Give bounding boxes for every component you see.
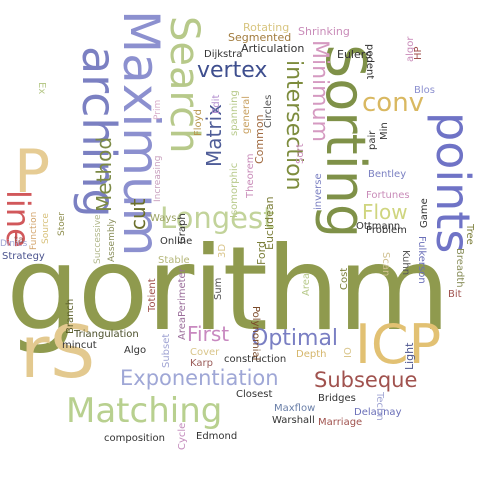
cloud-word: Floyd bbox=[193, 109, 204, 136]
cloud-word: 3D bbox=[217, 243, 228, 258]
cloud-word: ta bbox=[14, 235, 25, 246]
cloud-word: Breadth bbox=[454, 248, 465, 288]
cloud-word: Closest bbox=[236, 389, 273, 400]
cloud-word: composition bbox=[104, 433, 165, 444]
cloud-word: Cost bbox=[339, 267, 350, 290]
cloud-word: Longest bbox=[160, 201, 275, 235]
cloud-word: Edit bbox=[211, 94, 222, 114]
cloud-word: Optimal bbox=[251, 326, 339, 351]
cloud-word: Articulation bbox=[241, 42, 305, 55]
cloud-word: Area bbox=[301, 272, 312, 296]
cloud-word: Rotating bbox=[243, 21, 290, 34]
cloud-word: ICP bbox=[355, 313, 442, 376]
cloud-word: Stable bbox=[158, 255, 190, 266]
cloud-word: Subseque bbox=[314, 368, 418, 392]
cloud-word: Depth bbox=[296, 349, 327, 360]
cloud-word: Shrinking bbox=[298, 25, 350, 38]
cloud-word: P bbox=[14, 137, 51, 207]
cloud-word: Online bbox=[160, 236, 193, 247]
cloud-word: Scan bbox=[380, 252, 391, 277]
cloud-word: Triangulation bbox=[74, 329, 139, 340]
cloud-word: Stoer bbox=[57, 212, 67, 236]
cloud-word: vertex bbox=[197, 58, 268, 83]
cloud-word: conv bbox=[362, 88, 425, 118]
cloud-word: Segmented bbox=[228, 31, 292, 44]
cloud-word: Fulkerson bbox=[416, 236, 427, 284]
cloud-word: Successive bbox=[93, 214, 103, 264]
cloud-word: Marriage bbox=[318, 417, 363, 428]
cloud-word: Bentley bbox=[368, 169, 407, 180]
cloud-word: Increasing bbox=[153, 155, 163, 202]
cloud-word: Cover bbox=[190, 347, 220, 358]
cloud-word: Ex bbox=[36, 82, 47, 95]
cloud-word: Game bbox=[419, 198, 430, 228]
cloud-word: Ford bbox=[255, 241, 268, 265]
cloud-word: First bbox=[187, 322, 230, 346]
cloud-word: Ways bbox=[150, 213, 177, 224]
cloud-word: Method bbox=[92, 136, 116, 212]
cloud-word: Polynomial bbox=[250, 306, 261, 361]
cloud-word: Bridges bbox=[318, 393, 356, 404]
cloud-word: Warshall bbox=[272, 415, 315, 426]
cloud-word: Matching bbox=[66, 391, 223, 431]
cloud-word: gorithm bbox=[6, 222, 451, 357]
cloud-word: construction bbox=[224, 354, 287, 365]
cloud-word: Delaunay bbox=[354, 407, 402, 418]
cloud-word: spanning bbox=[229, 90, 240, 136]
cloud-word: Theorem bbox=[245, 153, 256, 198]
cloud-word: inverse bbox=[313, 173, 324, 210]
cloud-word: Sort bbox=[295, 143, 306, 165]
cloud-word: Prim bbox=[153, 99, 163, 120]
cloud-word: Strategy bbox=[2, 251, 45, 262]
cloud-word: general bbox=[241, 95, 252, 134]
cloud-word: Assembly bbox=[107, 218, 117, 262]
cloud-word: Isomorphic bbox=[229, 162, 240, 218]
cloud-word: Exponentiation bbox=[120, 366, 279, 390]
cloud-word: pair bbox=[367, 130, 378, 150]
cloud-word: Dijkstra bbox=[204, 49, 243, 60]
cloud-word: Karp bbox=[190, 358, 213, 369]
cloud-word: Blos bbox=[414, 85, 435, 96]
cloud-word: Maxflow bbox=[274, 403, 316, 414]
cloud-word: cut bbox=[126, 198, 150, 230]
cloud-word: Edmond bbox=[196, 431, 238, 442]
cloud-word: IO bbox=[343, 347, 354, 358]
cloud-word: Dinics bbox=[0, 239, 28, 249]
cloud-word: pedent bbox=[364, 44, 375, 80]
cloud-word: Graph bbox=[177, 213, 188, 244]
cloud-word: Tree bbox=[464, 224, 475, 245]
cloud-word: Bit bbox=[448, 289, 462, 300]
cloud-word: HP bbox=[413, 46, 424, 60]
cloud-word: Minimum bbox=[307, 40, 332, 142]
cloud-word: Ottmann bbox=[356, 221, 401, 232]
cloud-word: intersection bbox=[281, 60, 306, 191]
cloud-word: Kuhn bbox=[400, 250, 411, 276]
cloud-word: Light bbox=[403, 342, 416, 370]
cloud-word: rS bbox=[20, 310, 96, 394]
cloud-word: Source bbox=[41, 213, 51, 244]
cloud-word: Min bbox=[379, 122, 390, 140]
cloud-word: Sum bbox=[213, 277, 224, 300]
cloud-word: mincut bbox=[62, 340, 97, 351]
cloud-word: Subset bbox=[161, 333, 172, 368]
cloud-word: AreaPerimeter bbox=[177, 268, 188, 340]
cloud-word: Function bbox=[29, 211, 39, 250]
cloud-word: Circles bbox=[263, 94, 274, 128]
cloud-word: Cycle bbox=[177, 422, 188, 450]
cloud-word: Fortunes bbox=[366, 190, 410, 201]
cloud-word: Problem bbox=[366, 225, 407, 236]
cloud-word: Flow bbox=[362, 200, 408, 224]
cloud-word: Algo bbox=[124, 345, 147, 356]
cloud-word: Techn bbox=[374, 392, 385, 421]
cloud-word: Eulers bbox=[337, 48, 371, 61]
cloud-word: Totient bbox=[147, 278, 158, 312]
